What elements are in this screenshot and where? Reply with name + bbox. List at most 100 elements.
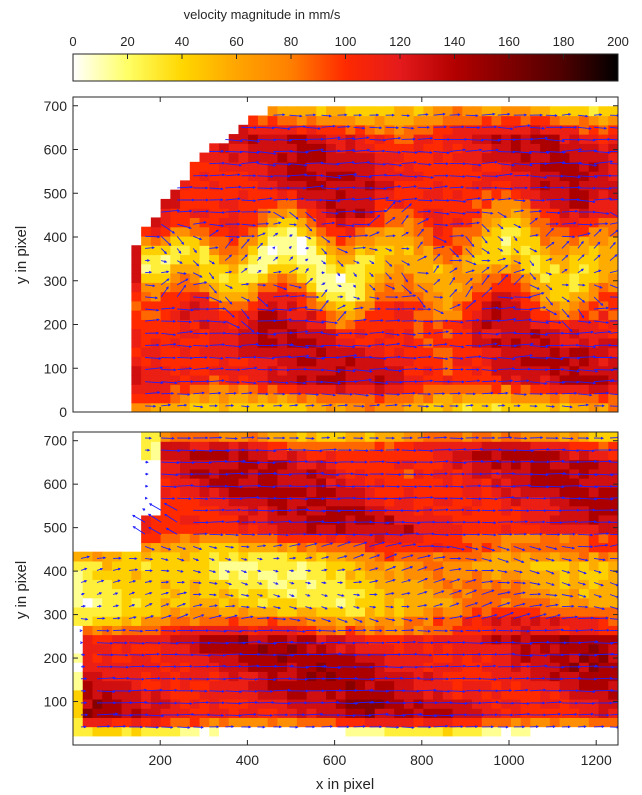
heat-cell — [199, 180, 210, 191]
heat-cell — [73, 579, 84, 590]
heat-cell — [238, 542, 249, 553]
heat-cell — [199, 570, 210, 580]
heat-cell — [452, 319, 463, 330]
heat-cell — [160, 698, 171, 709]
velocity-vector — [289, 234, 293, 238]
heat-cell — [384, 450, 395, 461]
heat-cell — [540, 487, 551, 498]
heat-cell — [423, 726, 434, 737]
heat-cell — [559, 588, 570, 599]
heat-cell — [510, 487, 522, 498]
heat-cell — [452, 217, 463, 228]
velocity-vector — [369, 247, 379, 252]
heat-cell — [141, 606, 152, 617]
heat-cell — [520, 514, 532, 525]
heat-cell — [403, 161, 415, 172]
heat-cell — [559, 680, 570, 691]
heat-cell — [248, 245, 259, 256]
heat-cell — [296, 680, 308, 691]
heat-cell — [413, 708, 424, 718]
velocity-vector — [513, 268, 526, 274]
heat-cell — [150, 726, 162, 737]
velocity-vector — [129, 641, 146, 645]
velocity-vector — [417, 544, 435, 548]
heat-cell — [540, 115, 551, 126]
heat-cell — [335, 524, 347, 534]
velocity-vector — [353, 136, 370, 140]
heat-cell — [481, 161, 493, 172]
heat-cell — [413, 365, 424, 376]
heat-cell — [462, 273, 473, 283]
heat-cell — [209, 300, 220, 311]
velocity-vector — [209, 260, 216, 265]
velocity-vector — [321, 403, 333, 407]
heat-cell — [394, 282, 405, 293]
heat-cell — [189, 616, 201, 626]
heat-cell — [277, 347, 288, 358]
heat-cell — [364, 478, 376, 488]
heat-cell — [218, 652, 230, 663]
heat-cell — [296, 570, 308, 580]
heat-cell — [433, 496, 444, 507]
velocity-vector — [513, 664, 531, 668]
heat-cell — [267, 597, 278, 608]
heat-cell — [287, 217, 298, 228]
colorbar-tick-label: 200 — [607, 34, 629, 49]
heat-cell — [141, 496, 152, 507]
heat-cell — [588, 319, 600, 330]
velocity-vector — [305, 308, 324, 312]
velocity-vector — [257, 606, 267, 609]
heat-cell — [491, 217, 502, 228]
velocity-vector — [577, 330, 594, 334]
heat-cell — [364, 597, 376, 608]
heat-cell — [472, 708, 483, 718]
velocity-vector — [256, 256, 262, 261]
velocity-vector — [497, 257, 507, 262]
heat-cell — [510, 310, 522, 320]
heat-cell — [559, 124, 570, 135]
velocity-vector — [369, 196, 390, 201]
heat-cell — [559, 384, 570, 395]
velocity-vector — [305, 320, 325, 324]
heat-cell — [520, 198, 532, 209]
heat-cell — [549, 235, 561, 246]
heat-cell — [569, 291, 580, 302]
heat-cell — [316, 570, 327, 580]
heat-cell — [180, 652, 191, 663]
heat-cell — [559, 487, 570, 498]
heat-cell — [131, 570, 142, 580]
heat-cell — [111, 652, 123, 663]
heat-cell — [569, 300, 580, 311]
heat-cell — [180, 560, 191, 571]
heat-cell — [433, 671, 444, 682]
heat-cell — [355, 226, 366, 237]
heat-cell — [257, 161, 269, 172]
heat-cell — [306, 180, 317, 191]
heat-cell — [267, 402, 278, 412]
velocity-vector — [209, 582, 218, 585]
heat-cell — [189, 708, 201, 718]
y-tick-label: 400 — [44, 229, 68, 245]
heat-cell — [481, 115, 493, 126]
heat-cell — [209, 579, 220, 590]
velocity-vector — [417, 508, 433, 512]
top-axes-frame — [72, 96, 619, 413]
heat-cell — [228, 171, 240, 181]
heat-cell — [491, 273, 502, 283]
heat-cell — [345, 300, 356, 311]
heat-cell — [481, 570, 493, 580]
velocity-vector — [577, 232, 591, 237]
heat-cell — [345, 115, 356, 126]
heat-cell — [141, 542, 152, 553]
heat-cell — [491, 374, 502, 385]
velocity-vector — [561, 240, 570, 249]
heat-cell — [608, 384, 618, 395]
heat-cell — [433, 208, 444, 219]
heat-cell — [228, 680, 240, 691]
velocity-vector — [417, 392, 432, 396]
heat-cell — [403, 365, 415, 376]
heat-cell — [559, 115, 570, 126]
heat-cell — [423, 319, 434, 330]
heat-cell — [199, 235, 210, 246]
velocity-vector — [193, 332, 209, 336]
